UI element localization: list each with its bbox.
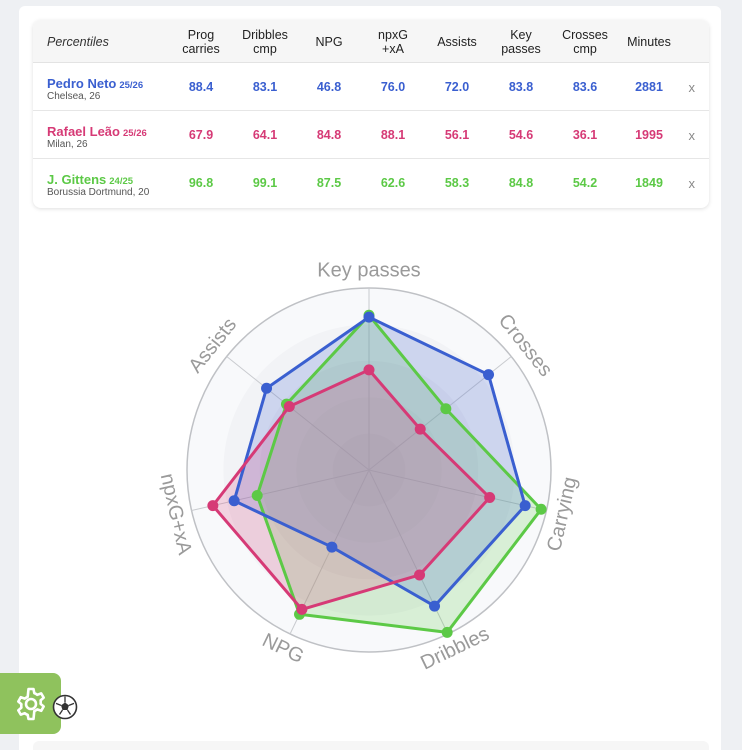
player-row-neto: Pedro Neto 25/26 Chelsea, 26 88.4 83.1 46… <box>33 63 709 111</box>
header-key-passes[interactable]: Key passes <box>501 27 541 56</box>
cell-minutes: 2881 <box>635 80 663 94</box>
soccer-ball-icon <box>52 694 78 720</box>
cell-crosses-cmp: 54.2 <box>572 176 598 190</box>
radar-spoke <box>226 356 370 471</box>
player-season: 25/26 <box>119 80 144 91</box>
series-line <box>255 313 543 634</box>
data-point <box>207 500 219 512</box>
cell-prog-carries: 88.4 <box>188 80 214 94</box>
percentile-table: Percentiles Prog carries Dribbles cmp NP… <box>33 20 709 208</box>
table-header: Percentiles Prog carries Dribbles cmp NP… <box>33 20 709 63</box>
player-name[interactable]: Rafael Leão 25/26 <box>47 124 147 139</box>
data-point <box>484 492 496 504</box>
cell-key-passes: 84.8 <box>508 176 534 190</box>
cell-crosses-cmp: 83.6 <box>572 80 598 94</box>
cell-npxg-xa: 76.0 <box>380 80 406 94</box>
player-club: Borussia Dortmund, 20 <box>47 187 150 198</box>
cell-crosses-cmp: 36.1 <box>572 128 598 142</box>
data-point <box>414 423 426 435</box>
player-name[interactable]: Pedro Neto 25/26 <box>47 76 144 91</box>
player-row-leao: Rafael Leão 25/26 Milan, 26 67.9 64.1 84.… <box>33 111 709 159</box>
header-minutes[interactable]: Minutes <box>627 34 671 49</box>
cell-npg: 87.5 <box>316 176 342 190</box>
header-assists[interactable]: Assists <box>437 34 477 49</box>
series-line <box>232 315 527 608</box>
data-point <box>326 541 338 553</box>
cell-dribbles-cmp: 99.1 <box>252 176 278 190</box>
header-npg[interactable]: NPG <box>315 34 343 49</box>
player-club: Chelsea, 26 <box>47 91 101 102</box>
player-season: 24/25 <box>109 176 134 187</box>
data-point <box>251 490 263 502</box>
remove-player-button[interactable]: x <box>688 127 696 143</box>
data-point <box>519 500 531 512</box>
cell-assists: 72.0 <box>444 80 470 94</box>
header-dribbles-cmp[interactable]: Dribbles cmp <box>242 27 288 56</box>
cell-npg: 46.8 <box>316 80 342 94</box>
radar-spoke <box>368 469 547 511</box>
remove-player-button[interactable]: x <box>688 79 696 95</box>
cell-dribbles-cmp: 64.1 <box>252 128 278 142</box>
series-line <box>211 368 492 611</box>
data-point <box>296 603 308 615</box>
data-point <box>363 364 375 376</box>
cell-minutes: 1995 <box>635 128 663 142</box>
header-percentiles: Percentiles <box>47 34 109 49</box>
cell-dribbles-cmp: 83.1 <box>252 80 278 94</box>
player-club: Milan, 26 <box>47 139 88 150</box>
gear-icon <box>16 687 45 720</box>
player-row-gittens: J. Gittens 24/25 Borussia Dortmund, 20 96… <box>33 159 709 207</box>
header-npxg-xa[interactable]: npxG +xA <box>378 27 408 56</box>
data-point <box>535 503 547 515</box>
cell-npg: 84.8 <box>316 128 342 142</box>
next-section <box>33 741 709 750</box>
player-season: 25/26 <box>122 128 147 139</box>
data-point <box>429 600 441 612</box>
header-prog-carries[interactable]: Prog carries <box>182 27 220 56</box>
series-area <box>257 315 542 633</box>
data-point <box>440 403 452 415</box>
data-point <box>363 311 375 323</box>
header-crosses-cmp[interactable]: Crosses cmp <box>562 27 608 56</box>
player-name[interactable]: J. Gittens 24/25 <box>47 172 134 187</box>
cell-prog-carries: 96.8 <box>188 176 214 190</box>
radar-spoke <box>191 469 370 511</box>
cell-npxg-xa: 88.1 <box>380 128 406 142</box>
cell-key-passes: 83.8 <box>508 80 534 94</box>
remove-player-button[interactable]: x <box>688 175 696 191</box>
cell-minutes: 1849 <box>635 176 663 190</box>
settings-button[interactable] <box>0 673 61 734</box>
data-point <box>483 369 495 381</box>
data-point <box>441 626 453 638</box>
cell-prog-carries: 67.9 <box>188 128 214 142</box>
cell-key-passes: 54.6 <box>508 128 534 142</box>
axis-label: Key passes <box>317 259 420 281</box>
cell-assists: 56.1 <box>444 128 470 142</box>
cell-npxg-xa: 62.6 <box>380 176 406 190</box>
data-point <box>228 495 240 507</box>
data-point <box>261 382 273 394</box>
data-point <box>283 400 295 412</box>
data-point <box>414 569 426 581</box>
cell-assists: 58.3 <box>444 176 470 190</box>
